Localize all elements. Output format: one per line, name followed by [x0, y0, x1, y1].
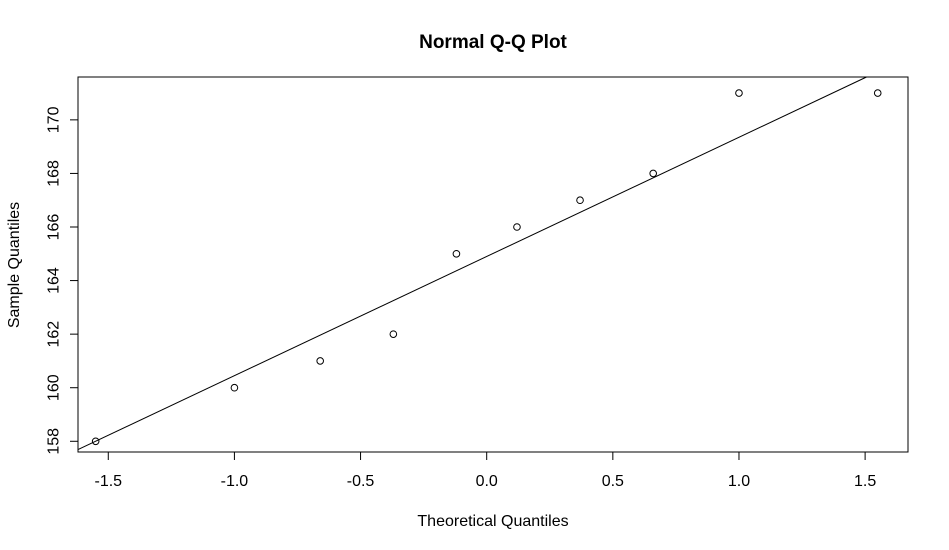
x-axis-label: Theoretical Quantiles [417, 513, 568, 530]
data-point [91, 437, 100, 446]
data-point [649, 169, 657, 178]
data-point [452, 249, 461, 258]
plot-frame [77, 76, 909, 453]
y-tick-label: 162 [46, 321, 63, 348]
y-tick-label: 164 [46, 267, 63, 294]
x-tick-label: 1.5 [854, 473, 876, 490]
data-point [316, 357, 324, 365]
y-axis: 158 160 162 164 166 168 170 [46, 106, 79, 455]
data-point [513, 223, 521, 231]
chart-title: Normal Q-Q Plot [419, 32, 567, 53]
y-tick-label: 160 [46, 374, 63, 401]
y-tick-label: 158 [46, 428, 63, 455]
data-points [91, 89, 882, 446]
y-axis-label: Sample Quantiles [6, 202, 23, 328]
data-point [576, 196, 584, 205]
x-tick-label: -1.0 [221, 473, 249, 490]
x-tick-label: -1.5 [94, 473, 122, 490]
y-tick-label: 168 [46, 160, 63, 187]
x-tick-label: 0.0 [476, 473, 498, 490]
qq-reference-line [77, 76, 867, 451]
x-tick-label: 1.0 [728, 473, 750, 490]
x-axis: -1.5 -1.0 -0.5 0.0 0.5 1.0 1.5 [94, 451, 876, 490]
y-tick-label: 166 [46, 214, 63, 241]
x-tick-label: -0.5 [347, 473, 375, 490]
data-point [873, 89, 882, 97]
data-point [389, 330, 398, 338]
y-tick-label: 170 [46, 106, 63, 133]
data-point [230, 383, 239, 392]
x-tick-label: 0.5 [602, 473, 624, 490]
data-point [735, 89, 743, 97]
reference-line-group [77, 76, 867, 451]
